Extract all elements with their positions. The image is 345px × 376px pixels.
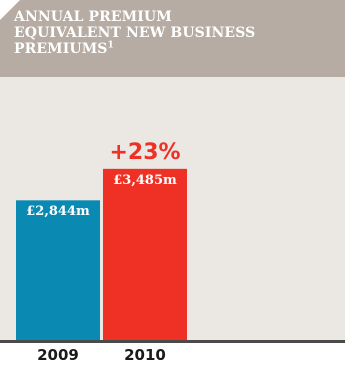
title-line-3-text: PREMIUMS	[14, 41, 108, 57]
title-line-3: PREMIUMS1	[14, 41, 334, 57]
data-label-2009: £2,844m	[26, 204, 90, 220]
bar-chart	[16, 168, 187, 340]
chart-title: ANNUAL PREMIUM EQUIVALENT NEW BUSINESS P…	[14, 9, 334, 57]
chart-header	[0, 0, 345, 77]
growth-percentage-label: +23%	[109, 139, 181, 165]
x-tick-2010: 2010	[124, 346, 166, 364]
header-corner-notch	[0, 0, 20, 20]
bar-2009	[16, 200, 100, 340]
bar-2010	[103, 168, 187, 340]
x-tick-2009: 2009	[37, 346, 79, 364]
x-axis-line	[0, 340, 345, 343]
title-line-1: ANNUAL PREMIUM	[14, 9, 172, 25]
title-line-2: EQUIVALENT NEW BUSINESS	[14, 25, 256, 41]
title-footnote-marker: 1	[107, 40, 114, 51]
data-label-2010: £3,485m	[113, 172, 177, 188]
